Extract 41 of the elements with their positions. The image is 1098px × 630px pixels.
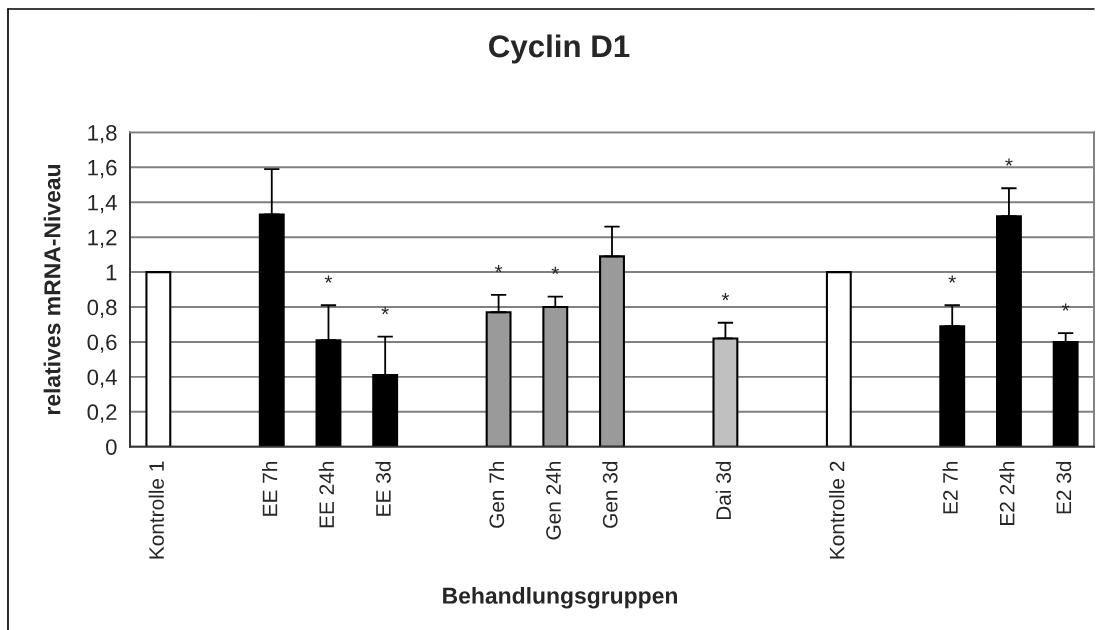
x-tick-label: Kontrolle 1 [148, 461, 164, 559]
y-tick-label: 1 [106, 264, 117, 281]
y-tick-label: 1,8 [88, 124, 117, 144]
x-tick-label: EE 3d [375, 461, 391, 516]
y-tick-label: 0,6 [87, 334, 117, 353]
y-tick-label: 0,2 [87, 404, 117, 423]
bar [145, 271, 172, 447]
data-label: * [324, 275, 333, 283]
x-tick-label: E2 3d [1055, 461, 1072, 514]
x-tick-label: Kontrolle 2 [829, 461, 845, 559]
x-tick-label: Gen 24h [545, 461, 561, 540]
bar [372, 374, 399, 447]
bar [995, 215, 1022, 447]
bar [485, 311, 512, 447]
x-tick-label: E2 7h [942, 461, 958, 514]
bar [542, 305, 569, 447]
y-axis-title: relatives mRNA-Niveau [43, 164, 61, 415]
y-tick-label: 1,4 [88, 195, 117, 214]
x-tick-label: EE 24h [318, 461, 334, 528]
y-tick-label: 0,4 [87, 369, 117, 388]
x-tick-label: Dai 3d [715, 461, 731, 520]
x-tick-label: Gen 3d [602, 461, 618, 528]
data-label: * [381, 306, 389, 315]
x-axis-title: Behandlungsgruppen [443, 587, 677, 609]
bar [939, 325, 966, 447]
bar [1052, 340, 1079, 447]
bar [825, 271, 852, 447]
data-label: * [721, 292, 730, 301]
x-tick-label: EE 7h [262, 461, 278, 516]
bar [599, 255, 625, 447]
chart-title: Cyclin D1 [489, 34, 630, 64]
y-tick-label: 0,8 [87, 299, 117, 318]
data-label: * [948, 275, 956, 283]
y-tick-label: 1,6 [88, 159, 117, 179]
y-tick-label: 1,2 [88, 229, 117, 249]
x-tick-label: Gen 7h [488, 461, 505, 528]
data-label: * [1005, 158, 1013, 166]
bar [315, 339, 342, 447]
y-tick-label: 0 [106, 439, 117, 455]
x-tick-label: E2 24h [999, 461, 1015, 525]
data-label: * [494, 265, 503, 273]
